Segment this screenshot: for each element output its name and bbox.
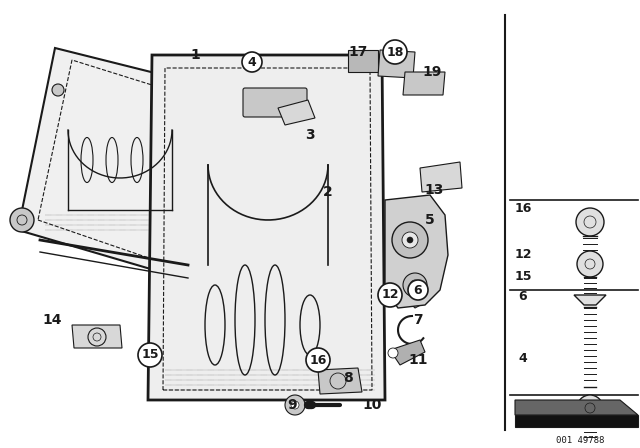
Circle shape (383, 40, 407, 64)
Circle shape (403, 273, 427, 297)
Text: 16: 16 (309, 353, 326, 366)
Polygon shape (515, 415, 638, 427)
Polygon shape (148, 55, 385, 400)
Circle shape (388, 348, 398, 358)
Circle shape (306, 348, 330, 372)
Text: 15: 15 (515, 271, 532, 284)
Text: 1: 1 (190, 48, 200, 62)
Text: 16: 16 (515, 202, 532, 215)
Text: 4: 4 (248, 56, 257, 69)
Text: 3: 3 (305, 128, 315, 142)
Text: 11: 11 (408, 353, 428, 367)
Text: 12: 12 (381, 289, 399, 302)
Text: 12: 12 (515, 249, 532, 262)
Circle shape (242, 52, 262, 72)
Circle shape (392, 222, 428, 258)
Circle shape (291, 401, 299, 409)
FancyBboxPatch shape (243, 88, 307, 117)
Polygon shape (515, 400, 638, 415)
Circle shape (52, 84, 64, 96)
Polygon shape (378, 50, 415, 78)
Text: 19: 19 (422, 65, 442, 79)
Text: 6: 6 (518, 289, 527, 302)
Text: 10: 10 (362, 398, 381, 412)
Text: 2: 2 (323, 185, 333, 199)
Polygon shape (574, 295, 606, 305)
Polygon shape (18, 48, 215, 280)
Polygon shape (390, 340, 425, 365)
Text: 14: 14 (42, 313, 61, 327)
Circle shape (576, 208, 604, 236)
Circle shape (408, 280, 428, 300)
Polygon shape (385, 195, 448, 308)
Polygon shape (420, 162, 462, 192)
Text: 4: 4 (518, 352, 527, 365)
Circle shape (330, 373, 346, 389)
Circle shape (577, 251, 603, 277)
Circle shape (10, 208, 34, 232)
Polygon shape (72, 325, 122, 348)
Circle shape (378, 283, 402, 307)
Text: 17: 17 (348, 45, 368, 59)
Polygon shape (405, 275, 432, 308)
Text: 9: 9 (287, 398, 297, 412)
Circle shape (577, 395, 603, 421)
Text: 13: 13 (424, 183, 444, 197)
Text: 15: 15 (141, 349, 159, 362)
Circle shape (402, 232, 418, 248)
Circle shape (407, 237, 413, 243)
Polygon shape (318, 368, 362, 394)
Polygon shape (348, 50, 378, 72)
Circle shape (138, 343, 162, 367)
Text: 8: 8 (343, 371, 353, 385)
Circle shape (285, 395, 305, 415)
Text: 5: 5 (425, 213, 435, 227)
Polygon shape (278, 100, 315, 125)
Text: 18: 18 (387, 46, 404, 59)
Text: 6: 6 (413, 284, 422, 297)
Text: 001 49788: 001 49788 (556, 435, 604, 444)
Text: 7: 7 (413, 313, 423, 327)
Polygon shape (403, 72, 445, 95)
